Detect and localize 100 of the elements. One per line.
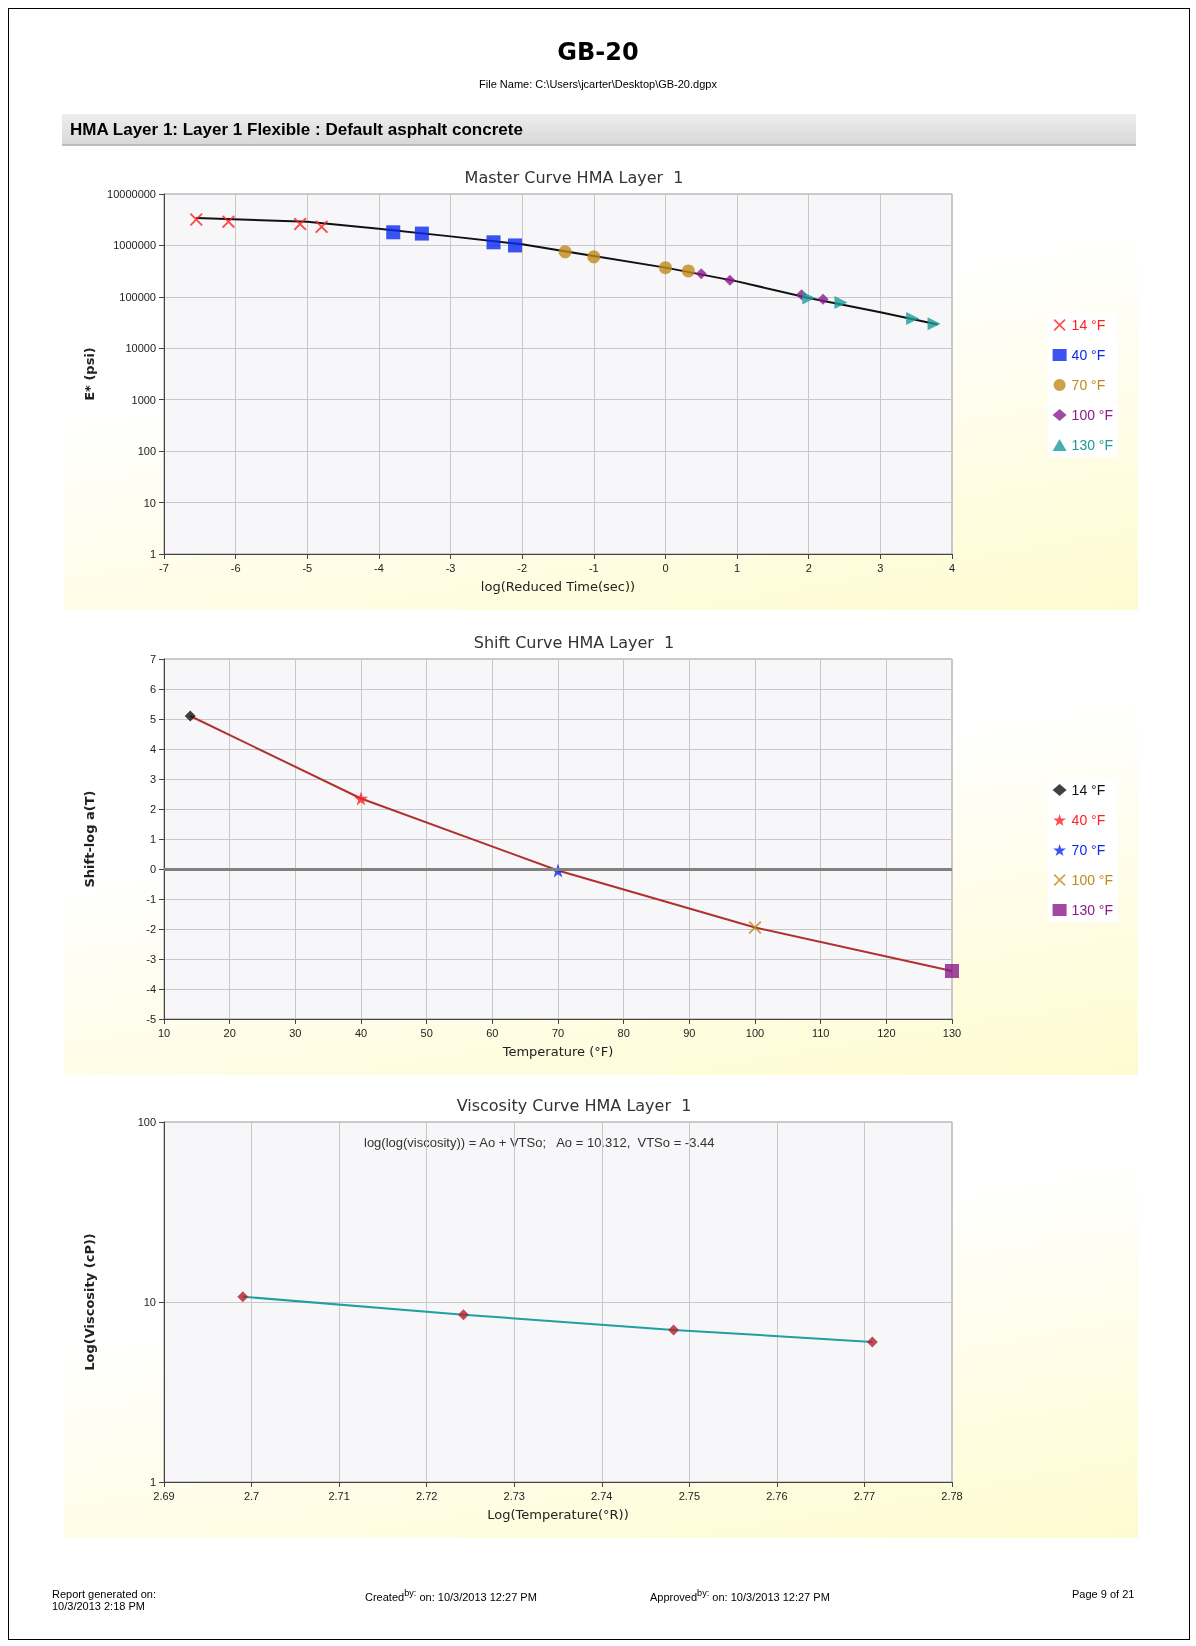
- x-tick-label: 60: [486, 1026, 499, 1039]
- y-tick-label: 5: [149, 713, 156, 725]
- chart-title: Viscosity Curve HMA Layer 1: [456, 1095, 692, 1115]
- x-tick-label: 3: [877, 561, 884, 574]
- y-tick-label: 7: [149, 653, 156, 665]
- y-axis-title: Shift-log a(T): [82, 790, 97, 888]
- x-tick-label: 80: [617, 1026, 630, 1039]
- text: HMA Layer 1: Layer 1 Flexible : Default asphalt concrete: [62, 114, 1136, 146]
- y-tick-label: -4: [146, 983, 156, 995]
- x-tick-label: 1: [734, 561, 741, 574]
- point: [221, 215, 235, 229]
- x-tick-label: 2.77: [853, 1489, 876, 1502]
- point: [927, 317, 941, 331]
- x-tick-label: 0: [662, 561, 669, 574]
- x-tick-label: -1: [588, 561, 599, 574]
- point: [817, 293, 829, 305]
- y-tick-label: 100000: [119, 290, 156, 303]
- legend-label: 130 °F: [1071, 437, 1114, 453]
- x-tick-label: 2.78: [941, 1489, 963, 1502]
- x-tick-label: -4: [374, 561, 384, 574]
- point: [668, 1324, 680, 1336]
- x-tick-label: 2.72: [415, 1489, 438, 1502]
- point: [945, 964, 959, 978]
- x-tick-label: 70: [551, 1026, 565, 1039]
- y-tick-label: 6: [149, 683, 156, 695]
- x-tick-label: -2: [517, 561, 528, 574]
- text: Report generated on: 10/3/2013 2:18 PM: [52, 1588, 156, 1612]
- x-tick-label: 2.75: [678, 1489, 701, 1502]
- point: [724, 274, 736, 286]
- legend-label: 70 °F: [1071, 842, 1106, 858]
- point: [189, 212, 203, 226]
- text: Approved$^{by:}$ on: 10/3/2013 12:27 PM: [650, 1588, 830, 1603]
- point: [414, 226, 429, 241]
- y-tick-label: 100: [137, 445, 156, 458]
- y-tick-label: 4: [149, 743, 156, 755]
- x-tick-label: 10: [157, 1026, 171, 1039]
- x-axis-title: Log(Temperature(°R)): [487, 1507, 629, 1522]
- point: [354, 791, 368, 806]
- y-tick-label: 1: [149, 548, 156, 560]
- legend-label: 40 °F: [1071, 812, 1106, 828]
- legend-label: 130 °F: [1071, 902, 1114, 918]
- x-tick-label: 50: [420, 1026, 433, 1039]
- y-tick-label: -3: [146, 953, 156, 965]
- y-tick-label: 1: [149, 1476, 156, 1488]
- text: GB-20: [556, 38, 640, 66]
- text: Created$^{by:}$ on: 10/3/2013 12:27 PM: [365, 1588, 537, 1603]
- point: [834, 295, 848, 309]
- x-tick-label: 90: [683, 1026, 696, 1039]
- x-tick-label: 130: [942, 1026, 962, 1039]
- y-tick-label: -5: [146, 1013, 156, 1025]
- x-tick-label: -7: [159, 561, 169, 574]
- legend-label: 14 °F: [1071, 782, 1106, 798]
- x-tick-label: 2.69: [153, 1489, 175, 1502]
- y-tick-label: 3: [149, 773, 156, 785]
- x-tick-label: 2.73: [503, 1489, 525, 1502]
- point: [293, 217, 307, 231]
- point: [486, 235, 501, 250]
- point: [658, 261, 672, 275]
- y-tick-label: 10: [143, 1296, 156, 1308]
- x-tick-label: 40: [354, 1026, 368, 1039]
- point: [237, 1291, 249, 1303]
- legend-label: 40 °F: [1071, 347, 1106, 363]
- y-axis-title: E* (psi): [82, 347, 97, 401]
- chart-title: Shift Curve HMA Layer 1: [473, 632, 675, 652]
- y-tick-label: 0: [149, 863, 156, 875]
- x-tick-label: 110: [811, 1026, 830, 1039]
- x-tick-label: 120: [877, 1026, 896, 1039]
- point: [866, 1336, 878, 1348]
- legend-label: 70 °F: [1071, 377, 1106, 393]
- x-tick-label: 20: [223, 1026, 236, 1039]
- x-axis-title: log(Reduced Time(sec)): [480, 579, 636, 594]
- y-tick-label: 10000000: [107, 188, 156, 200]
- legend-label: 14 °F: [1071, 317, 1106, 333]
- point: [587, 250, 601, 264]
- y-tick-label: 10: [143, 496, 156, 509]
- point: [681, 264, 695, 278]
- text: Page 9 of 21: [1072, 1588, 1135, 1600]
- x-tick-label: 2.71: [328, 1489, 350, 1502]
- x-tick-label: 4: [948, 561, 956, 574]
- annotation: log(log(viscosity)) = Ao + VTSo; Ao = 10.312, VTSo = -3.44: [364, 1135, 715, 1150]
- point: [457, 1309, 469, 1321]
- point: [508, 238, 523, 253]
- x-tick-label: 30: [289, 1026, 302, 1039]
- y-tick-label: -2: [146, 923, 156, 935]
- point: [558, 245, 572, 259]
- y-tick-label: 1: [149, 833, 156, 845]
- x-axis-title: Temperature (°F): [501, 1044, 614, 1059]
- y-axis-title: Log(Viscosity (cP)): [82, 1233, 97, 1371]
- y-tick-label: 10000: [125, 342, 156, 355]
- chart-title: Master Curve HMA Layer 1: [464, 167, 684, 187]
- legend-label: 100 °F: [1071, 407, 1114, 423]
- point: [386, 225, 401, 240]
- y-tick-label: -1: [146, 893, 156, 905]
- y-tick-label: 1000000: [113, 239, 156, 252]
- x-tick-label: 2: [805, 561, 812, 574]
- x-tick-label: -6: [230, 561, 241, 574]
- y-tick-label: 2: [149, 803, 156, 815]
- text: File Name: C:\Users\jcarter\Desktop\GB-20.dgpx: [478, 78, 718, 90]
- point: [315, 220, 329, 234]
- x-tick-label: 2.76: [766, 1489, 788, 1502]
